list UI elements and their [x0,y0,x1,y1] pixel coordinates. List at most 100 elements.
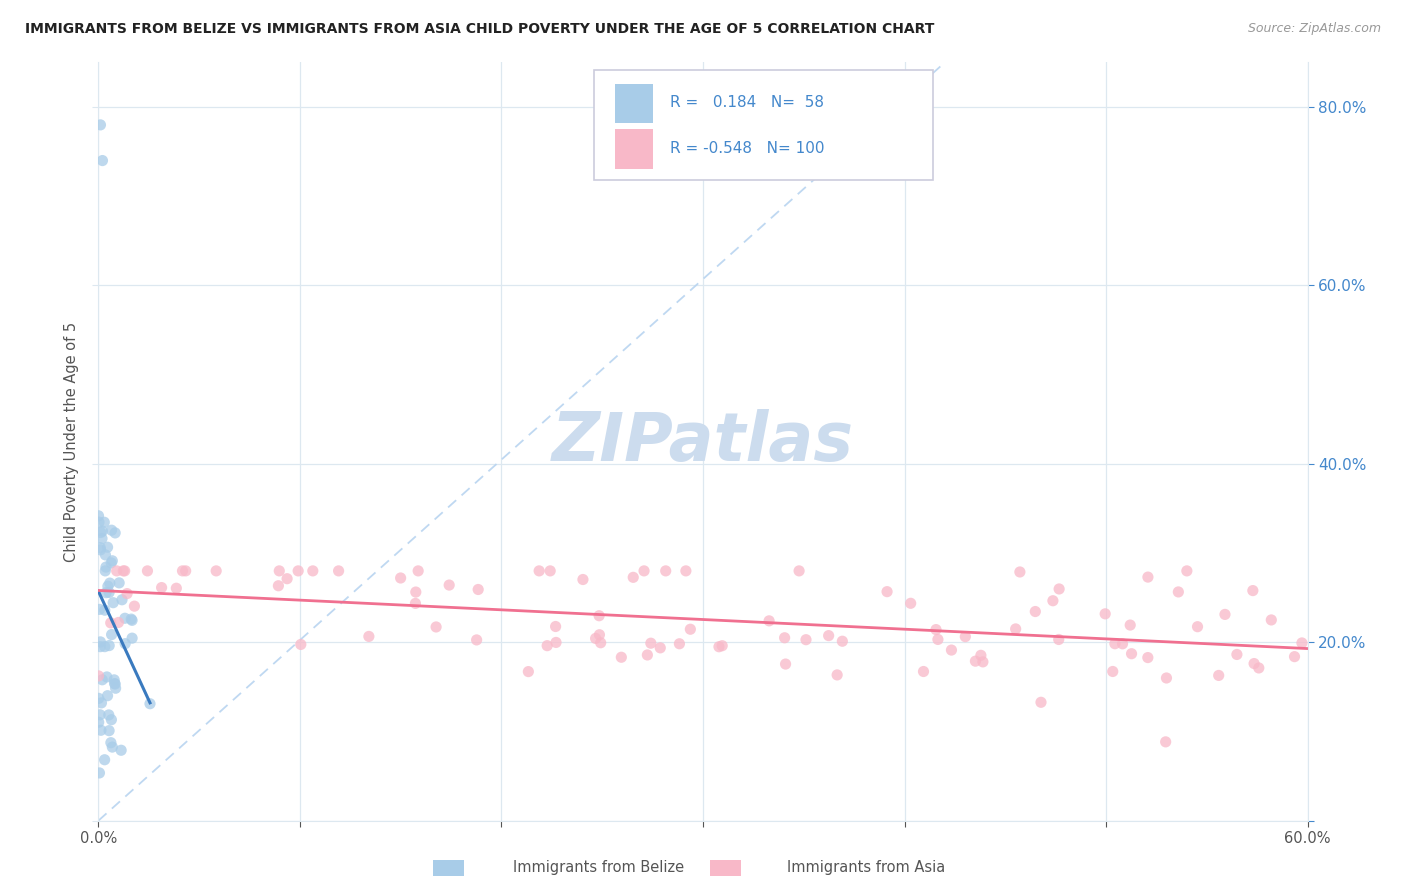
Point [328,564,350,578]
Point [110,743,132,757]
Point [103,673,125,687]
Point [970,648,993,663]
Point [1042,593,1064,607]
Point [654,564,676,578]
Point [98,723,121,738]
Point [91,524,114,538]
Point [1284,649,1306,664]
Point [89,707,111,722]
Point [1024,605,1046,619]
Point [287,564,309,578]
Point [98,585,121,599]
Point [97,707,120,722]
Point [707,640,730,654]
Point [172,564,194,578]
Point [205,564,228,578]
Point [301,564,323,578]
Point [1260,613,1282,627]
Point [711,639,734,653]
Point [675,564,697,578]
Point [588,628,610,642]
Point [100,713,122,727]
Point [636,648,658,662]
Point [588,608,610,623]
Point [1213,607,1236,622]
Point [1004,622,1026,636]
Point [787,564,810,578]
Point [527,564,550,578]
Point [114,564,136,578]
Point [1104,637,1126,651]
Point [925,623,948,637]
Point [269,564,291,578]
Point [1247,661,1270,675]
Point [1175,564,1198,578]
Text: ZIPatlas: ZIPatlas [553,409,853,475]
Point [465,632,488,647]
Point [1136,570,1159,584]
Point [93,753,115,767]
Point [585,632,607,646]
Point [114,611,136,625]
Point [1101,665,1123,679]
Point [621,570,644,584]
Point [876,584,898,599]
Point [773,631,796,645]
Point [104,681,127,696]
FancyBboxPatch shape [614,84,654,123]
Point [965,654,987,668]
Point [104,525,127,540]
Point [794,632,817,647]
Point [1094,607,1116,621]
Point [96,689,118,703]
Point [107,615,129,630]
Point [972,655,994,669]
Point [87,715,110,730]
Point [121,631,143,645]
Point [290,637,312,651]
Point [165,581,187,595]
Point [1121,647,1143,661]
Point [406,564,429,578]
Point [775,657,797,671]
Point [100,523,122,537]
Point [112,564,135,578]
Point [91,532,114,546]
Point [94,603,117,617]
Point [955,630,977,644]
Point [927,632,949,647]
Point [136,564,159,578]
Point [124,599,146,614]
Point [94,640,117,654]
Point [174,564,197,578]
Point [1047,582,1070,596]
Point [121,613,143,627]
Point [98,576,121,591]
Text: R =   0.184   N=  58: R = 0.184 N= 58 [671,95,824,110]
Text: R = -0.548   N= 100: R = -0.548 N= 100 [671,141,825,155]
Point [89,766,111,780]
Point [101,596,124,610]
Point [1187,620,1209,634]
Point [100,627,122,641]
Point [941,643,963,657]
Point [94,560,117,574]
Point [87,515,110,529]
Point [139,697,162,711]
Point [544,635,567,649]
Point [87,669,110,683]
Point [1226,648,1249,662]
Point [1241,583,1264,598]
Point [94,548,117,562]
Point [1154,735,1177,749]
Point [93,515,115,529]
Point [91,153,114,168]
Point [825,668,848,682]
Point [96,670,118,684]
Point [105,564,128,578]
Text: Source: ZipAtlas.com: Source: ZipAtlas.com [1247,22,1381,36]
Point [94,564,117,578]
Point [1156,671,1178,685]
Point [100,556,122,570]
Point [87,508,110,523]
